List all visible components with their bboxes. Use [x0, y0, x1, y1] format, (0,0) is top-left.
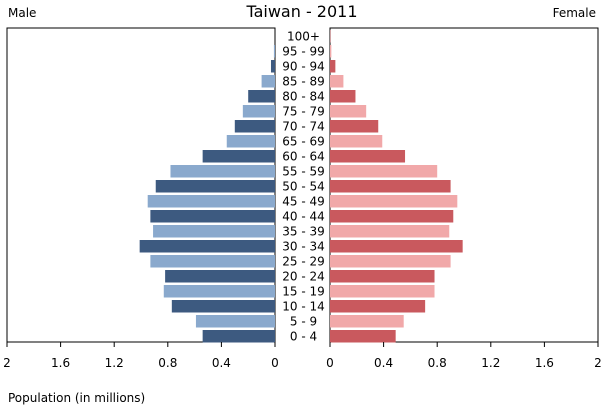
male-bar-85-89: [261, 75, 275, 88]
age-group-label: 15 - 19: [282, 285, 325, 299]
x-tick-label-male: 1.2: [105, 356, 124, 370]
female-bar-30-34: [330, 240, 463, 253]
age-group-label: 60 - 64: [282, 150, 325, 164]
x-tick-label-female: 1.2: [481, 356, 500, 370]
female-bar-75-79: [330, 105, 367, 118]
age-group-label: 75 - 79: [282, 105, 325, 119]
male-bar-70-74: [234, 120, 275, 133]
age-group-label: 5 - 9: [290, 315, 317, 329]
male-bar-80-84: [248, 90, 275, 103]
female-bar-70-74: [330, 120, 379, 133]
female-bar-5-9: [330, 315, 404, 328]
female-bar-60-64: [330, 150, 406, 163]
male-bar-90-94: [270, 60, 275, 73]
male-bar-0-4: [202, 330, 275, 343]
male-bar-60-64: [202, 150, 275, 163]
female-bar-50-54: [330, 180, 451, 193]
x-tick-label-female: 1.6: [535, 356, 554, 370]
x-tick-label-male: 0: [271, 356, 279, 370]
female-bar-10-14: [330, 300, 426, 313]
age-group-label: 45 - 49: [282, 195, 325, 209]
age-group-label: 70 - 74: [282, 120, 325, 134]
x-tick-label-female: 0: [326, 356, 334, 370]
age-group-label: 85 - 89: [282, 75, 325, 89]
female-bar-55-59: [330, 165, 438, 178]
male-bar-65-69: [226, 135, 275, 148]
male-label: Male: [8, 6, 36, 20]
x-axis-label: Population (in millions): [8, 391, 145, 405]
male-bar-20-24: [165, 270, 275, 283]
x-tick-label-female: 0.4: [374, 356, 393, 370]
age-group-label: 35 - 39: [282, 225, 325, 239]
age-group-label: 10 - 14: [282, 300, 325, 314]
male-bar-5-9: [195, 315, 275, 328]
age-group-label: 95 - 99: [282, 45, 325, 59]
age-group-label: 80 - 84: [282, 90, 325, 104]
x-tick-label-male: 0.4: [212, 356, 231, 370]
female-bar-95-99: [330, 45, 332, 58]
male-bar-35-39: [153, 225, 275, 238]
age-group-label: 90 - 94: [282, 60, 325, 74]
male-bar-45-49: [147, 195, 275, 208]
female-bar-80-84: [330, 90, 356, 103]
x-tick-label-female: 0.8: [428, 356, 447, 370]
male-bar-55-59: [170, 165, 275, 178]
female-bar-0-4: [330, 330, 396, 343]
male-bar-30-34: [139, 240, 275, 253]
age-group-label: 20 - 24: [282, 270, 325, 284]
male-bar-75-79: [242, 105, 275, 118]
age-group-label: 0 - 4: [290, 330, 317, 344]
male-bar-40-44: [150, 210, 275, 223]
female-bar-20-24: [330, 270, 435, 283]
female-bar-85-89: [330, 75, 344, 88]
male-bar-25-29: [150, 255, 275, 268]
x-tick-label-male: 0.8: [158, 356, 177, 370]
age-group-label: 100+: [287, 30, 320, 44]
female-bar-15-19: [330, 285, 435, 298]
female-bar-90-94: [330, 60, 336, 73]
x-tick-label-male: 2: [3, 356, 11, 370]
female-bar-40-44: [330, 210, 454, 223]
male-bar-95-99: [273, 45, 275, 58]
age-group-label: 65 - 69: [282, 135, 325, 149]
male-bar-15-19: [163, 285, 275, 298]
male-bar-10-14: [171, 300, 275, 313]
age-group-label: 50 - 54: [282, 180, 325, 194]
female-bar-45-49: [330, 195, 458, 208]
age-group-label: 30 - 34: [282, 240, 325, 254]
age-group-label: 40 - 44: [282, 210, 325, 224]
female-bar-35-39: [330, 225, 450, 238]
x-tick-label-male: 1.6: [51, 356, 70, 370]
chart-title: Taiwan - 2011: [245, 2, 357, 21]
female-label: Female: [553, 6, 596, 20]
age-group-label: 55 - 59: [282, 165, 325, 179]
female-bar-25-29: [330, 255, 451, 268]
x-tick-label-female: 2: [594, 356, 602, 370]
age-group-label: 25 - 29: [282, 255, 325, 269]
female-bar-65-69: [330, 135, 383, 148]
male-bar-50-54: [155, 180, 275, 193]
